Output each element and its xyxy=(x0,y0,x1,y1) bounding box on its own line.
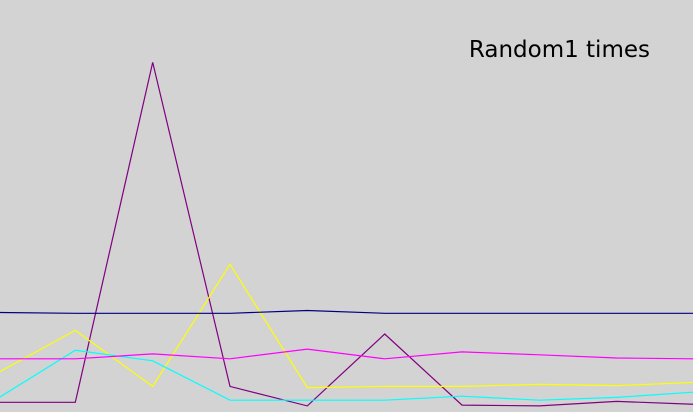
series-line-2 xyxy=(0,263,693,389)
series-layer xyxy=(0,62,693,407)
chart-title: Random1 times xyxy=(469,37,650,63)
series-line-5 xyxy=(0,309,693,314)
series-line-1 xyxy=(0,62,693,407)
series-line-4 xyxy=(0,348,693,360)
series-line-3 xyxy=(0,349,693,401)
